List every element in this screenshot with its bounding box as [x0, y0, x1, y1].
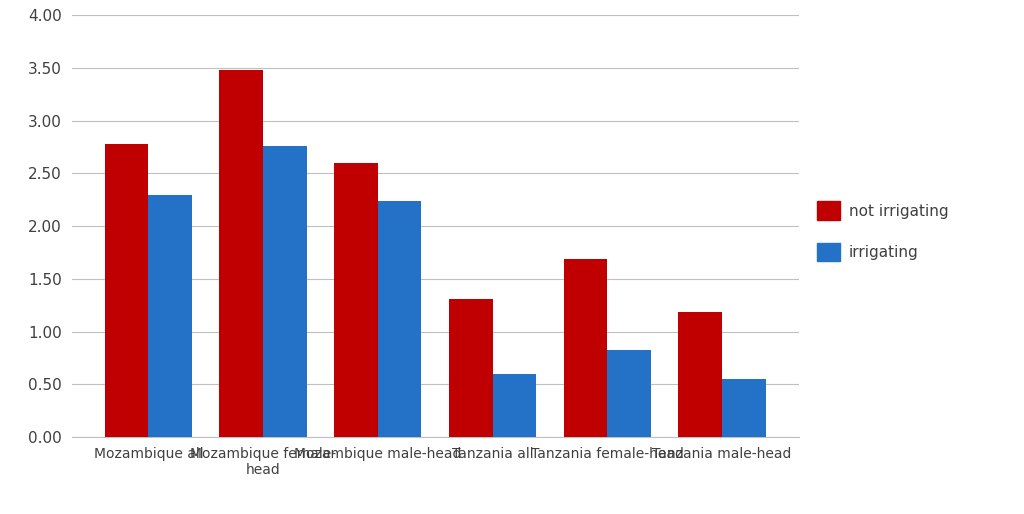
- Bar: [449, 299, 493, 437]
- Bar: [148, 195, 191, 437]
- Bar: [493, 374, 537, 437]
- Bar: [104, 144, 148, 437]
- Bar: [679, 311, 722, 437]
- Bar: [722, 379, 766, 437]
- Bar: [607, 351, 651, 437]
- Bar: [219, 70, 263, 437]
- Legend: not irrigating, irrigating: not irrigating, irrigating: [816, 201, 948, 262]
- Bar: [263, 146, 306, 437]
- Bar: [564, 259, 607, 437]
- Bar: [334, 163, 378, 437]
- Bar: [378, 201, 422, 437]
